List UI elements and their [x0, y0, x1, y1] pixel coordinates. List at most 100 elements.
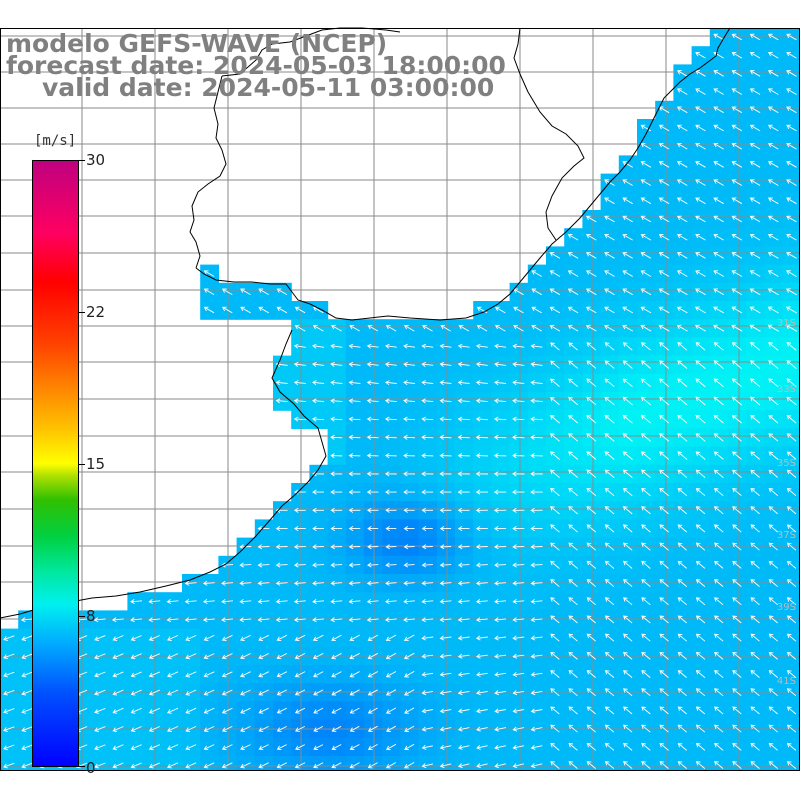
wind-arrow — [786, 179, 797, 186]
wind-arrow — [768, 451, 779, 460]
wind-arrow — [293, 507, 306, 513]
wind-arrow — [531, 324, 542, 332]
forecast-date: forecast date: 2024-05-03 18:00:00 — [6, 51, 506, 80]
wind-arrow — [94, 726, 106, 732]
wind-arrow — [221, 653, 233, 660]
wind-arrow — [786, 524, 797, 533]
wind-arrow — [367, 707, 378, 714]
wind-cell — [782, 64, 800, 84]
wind-arrow — [293, 343, 306, 349]
wind-arrow — [148, 671, 160, 678]
wind-arrow — [385, 634, 397, 642]
wind-arrow — [768, 761, 778, 769]
wind-arrow — [349, 762, 360, 769]
wind-arrow — [640, 124, 652, 132]
wind-arrow — [768, 651, 778, 660]
wind-arrow — [713, 342, 724, 351]
wind-cell — [273, 756, 292, 771]
wind-arrow — [622, 414, 633, 424]
wind-arrow — [585, 252, 597, 259]
wind-arrow — [786, 106, 797, 114]
wind-arrow — [604, 633, 615, 642]
wind-arrow — [767, 88, 779, 95]
wind-arrow — [530, 471, 543, 477]
wind-arrow — [586, 487, 597, 497]
wind-arrow — [786, 124, 797, 132]
wind-arrow — [568, 578, 578, 588]
wind-arrow — [3, 671, 15, 678]
wind-arrow — [732, 633, 742, 642]
wind-arrow — [568, 396, 579, 406]
wind-arrow — [585, 233, 597, 241]
wind-arrow — [568, 414, 579, 424]
wind-arrow — [641, 724, 651, 733]
wind-arrow — [640, 396, 651, 406]
wind-arrow — [713, 433, 724, 442]
wind-arrow — [695, 215, 706, 223]
valid-date: valid date: 2024-05-11 03:00:00 — [42, 73, 495, 102]
wind-arrow — [714, 597, 724, 606]
wind-arrow — [731, 51, 743, 59]
wind-arrow — [530, 599, 543, 605]
wind-arrow — [640, 197, 652, 205]
wind-arrow — [494, 690, 506, 696]
wind-arrow — [658, 324, 670, 332]
wind-arrow — [148, 635, 160, 641]
wind-arrow — [384, 617, 397, 623]
wind-arrow — [439, 434, 452, 440]
wind-arrow — [640, 414, 651, 424]
wind-arrow — [494, 562, 507, 568]
wind-arrow — [494, 599, 507, 605]
wind-arrow — [767, 51, 779, 59]
wind-arrow — [568, 451, 579, 460]
wind-arrow — [512, 690, 525, 696]
wind-arrow — [385, 598, 397, 605]
wind-arrow — [750, 469, 760, 478]
wind-arrow — [440, 324, 451, 332]
wind-arrow — [713, 215, 724, 223]
wind-arrow — [586, 542, 597, 551]
wind-arrow — [112, 762, 124, 769]
wind-arrow — [731, 197, 743, 205]
wind-arrow — [731, 378, 742, 388]
wind-arrow — [732, 724, 742, 733]
wind-arrow — [659, 579, 669, 587]
wind-arrow — [494, 306, 506, 314]
wind-arrow — [713, 197, 724, 205]
wind-arrow — [348, 361, 361, 367]
wind-arrow — [549, 252, 561, 259]
wind-arrow — [366, 489, 379, 495]
wind-arrow — [786, 688, 797, 697]
wind-arrow — [677, 706, 687, 715]
wind-arrow — [293, 526, 306, 532]
wind-arrow — [348, 562, 361, 568]
wind-arrow — [203, 306, 215, 314]
wind-arrow — [421, 744, 433, 750]
wind-arrow — [695, 742, 706, 751]
wind-arrow — [713, 142, 724, 150]
wind-arrow — [312, 634, 324, 642]
wind-arrow — [550, 378, 560, 387]
wind-arrow — [586, 724, 596, 733]
wind-arrow — [568, 524, 578, 533]
wind-arrow — [676, 270, 688, 277]
wind-arrow — [604, 215, 615, 223]
wind-cell — [782, 537, 800, 557]
wind-arrow — [677, 560, 687, 569]
wind-arrow — [130, 617, 143, 623]
wind-arrow — [731, 324, 743, 332]
wind-arrow — [367, 526, 379, 532]
wind-arrow — [695, 288, 706, 296]
wind-arrow — [3, 653, 15, 660]
wind-arrow — [749, 324, 761, 332]
wind-arrow — [750, 742, 760, 751]
wind-arrow — [112, 635, 124, 641]
wind-arrow — [403, 324, 415, 332]
wind-arrow — [421, 416, 434, 422]
wind-arrow — [768, 670, 778, 678]
wind-arrow — [750, 579, 760, 587]
wind-arrow — [475, 635, 488, 641]
wind-arrow — [604, 324, 615, 332]
wind-arrow — [203, 762, 215, 769]
wind-arrow — [768, 433, 779, 442]
